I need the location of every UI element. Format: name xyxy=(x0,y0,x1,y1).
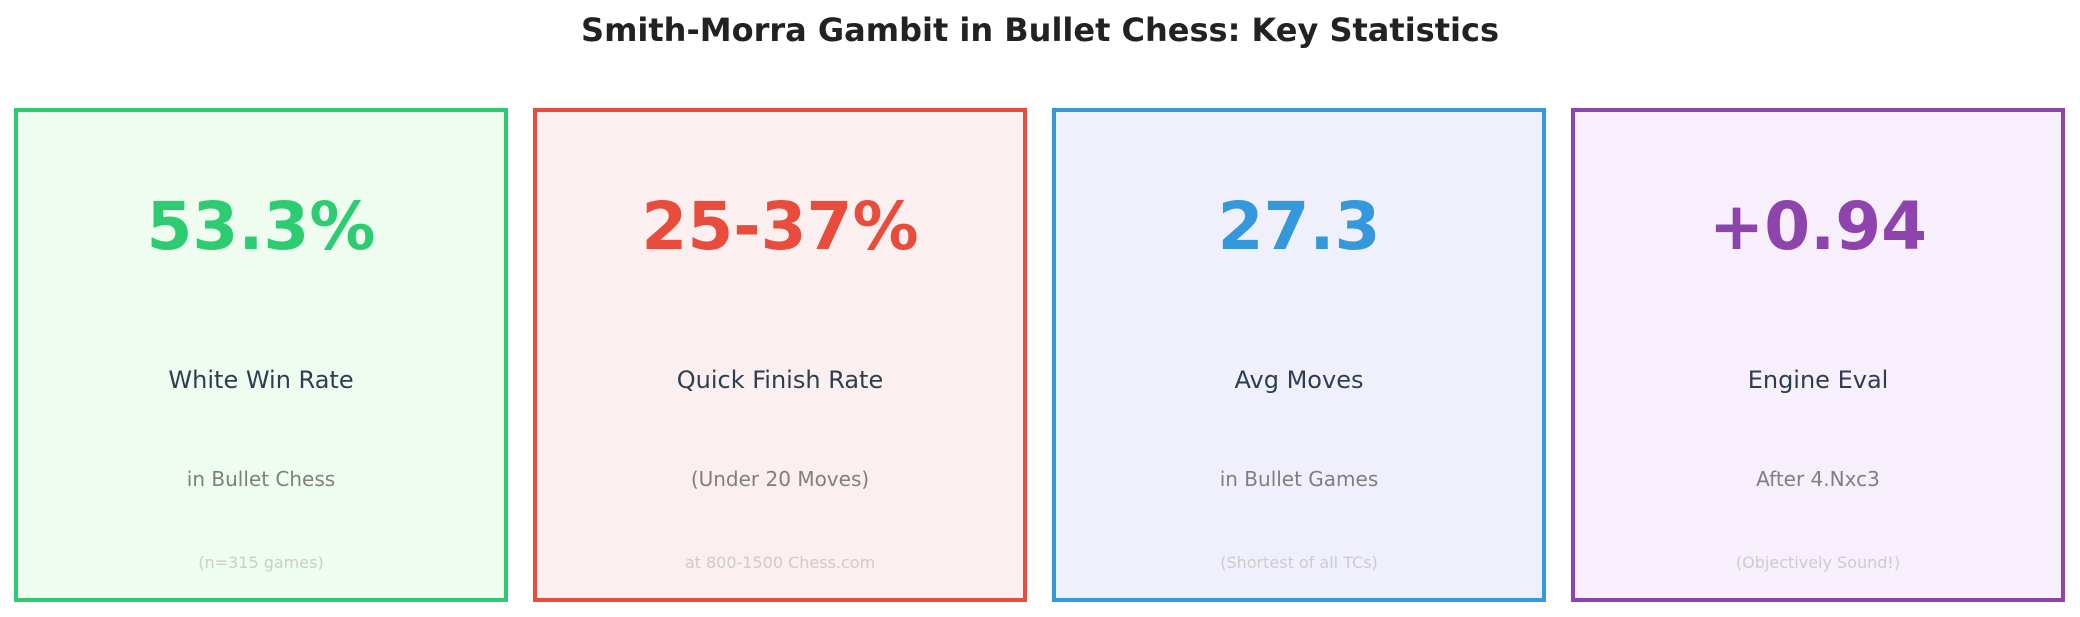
stat-card-quick-finish-rate: 25-37% Quick Finish Rate (Under 20 Moves) a… xyxy=(533,108,1027,602)
stat-label: Avg Moves xyxy=(1234,366,1364,394)
chart-title: Smith-Morra Gambit in Bullet Chess: Key … xyxy=(581,11,1499,49)
stat-note: at 800-1500 Chess.com xyxy=(684,553,876,572)
stat-card-engine-eval: +0.94 Engine Eval After 4.Nxc3 (Objectively… xyxy=(1571,108,2065,602)
stat-card-white-win-rate: 53.3% White Win Rate in Bullet Chess (n=315… xyxy=(14,108,508,602)
stat-sublabel: in Bullet Games xyxy=(1219,467,1379,491)
stat-sublabel: (Under 20 Moves) xyxy=(690,467,870,491)
stat-note: (n=315 games) xyxy=(198,553,324,572)
stat-value: 53.3% xyxy=(146,188,376,265)
stat-value: +0.94 xyxy=(1708,188,1928,265)
stat-sublabel: in Bullet Chess xyxy=(186,467,336,491)
stat-label: Quick Finish Rate xyxy=(676,366,884,394)
stat-sublabel: After 4.Nxc3 xyxy=(1756,467,1880,491)
stat-card-avg-moves: 27.3 Avg Moves in Bullet Games (Shortest of… xyxy=(1052,108,1546,602)
stat-label: Engine Eval xyxy=(1747,366,1889,394)
stat-label: White Win Rate xyxy=(168,366,354,394)
stat-value: 27.3 xyxy=(1217,188,1381,265)
stat-note: (Objectively Sound!) xyxy=(1735,553,1901,572)
stat-note: (Shortest of all TCs) xyxy=(1220,553,1378,572)
stat-value: 25-37% xyxy=(641,188,919,265)
